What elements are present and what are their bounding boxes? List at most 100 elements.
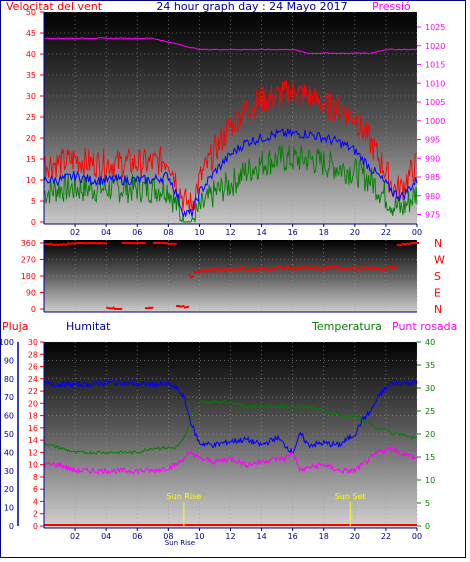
wind-y-tick-label: 40 (26, 50, 36, 59)
pressure-y-tick-label: 1000 (425, 117, 445, 126)
direction-point (190, 276, 193, 279)
direction-point (292, 266, 295, 269)
dewpoint-y-tick-label: 28 (28, 350, 38, 359)
wind-panel-axes: 0510152025303540455097598098599099510001… (26, 8, 446, 237)
direction-point (409, 242, 412, 245)
direction-point (407, 243, 410, 246)
direction-point (264, 267, 267, 270)
direction-point (261, 266, 264, 269)
direction-point (380, 268, 382, 271)
direction-point (117, 308, 120, 310)
x-tick-label: 08 (163, 532, 173, 541)
direction-point (218, 269, 221, 272)
direction-point (364, 266, 367, 269)
pressure-y-tick-label: 1025 (425, 23, 445, 32)
direction-point (227, 268, 230, 271)
humidity-y-tick-label: 0 (9, 522, 14, 531)
direction-point (212, 269, 215, 272)
direction-point (314, 268, 317, 271)
direction-point (297, 267, 300, 270)
direction-point (272, 269, 275, 271)
wind-y-tick-label: 5 (31, 197, 36, 206)
direction-point (135, 242, 138, 245)
direction-point (68, 242, 71, 245)
direction-point (277, 266, 280, 269)
direction-point (62, 243, 65, 246)
x-tick-label: 04 (101, 532, 111, 541)
direction-point (145, 307, 147, 310)
direction-point (176, 305, 179, 307)
direction-point (316, 266, 319, 269)
humidity-y-tick-label: 50 (4, 430, 14, 439)
temperature-y-tick-label: 15 (425, 453, 435, 462)
direction-point (140, 242, 143, 244)
direction-point (196, 270, 199, 273)
humidity-y-tick-label: 10 (4, 504, 14, 513)
x-tick-label: 00 (412, 228, 422, 237)
direction-point (390, 267, 393, 269)
direction-point (112, 306, 115, 309)
pressure-y-tick-label: 980 (425, 192, 440, 201)
direction-point (97, 242, 99, 245)
wind-pressure-panel: 0510152025303540455097598098599099510001… (26, 8, 446, 237)
direction-point (299, 266, 302, 269)
temperature-y-tick-label: 0 (425, 522, 430, 531)
x-tick-label: 04 (101, 228, 111, 237)
dewpoint-y-tick-label: 2 (33, 510, 38, 519)
direction-point (47, 243, 50, 246)
dewpoint-y-tick-label: 18 (28, 412, 38, 421)
direction-point (401, 242, 404, 245)
direction-point (283, 268, 286, 271)
rain-legend: Pluja (2, 320, 28, 333)
compass-label: S (434, 270, 441, 283)
direction-point (302, 267, 305, 270)
direction-point (366, 266, 368, 269)
direction-point (381, 269, 384, 271)
direction-point (334, 265, 337, 268)
sunrise-label: Sun Rise (167, 492, 202, 501)
direction-point (160, 242, 163, 244)
direction-panel-data (44, 242, 419, 310)
direction-point (307, 266, 310, 269)
humidity-y-tick-label: 20 (4, 485, 14, 494)
direction-point (311, 267, 314, 270)
x-tick-label: 10 (194, 532, 204, 541)
direction-point (236, 268, 239, 271)
wind-y-tick-label: 35 (26, 71, 36, 80)
direction-point (395, 265, 398, 268)
direction-point (146, 307, 149, 310)
direction-point (257, 267, 260, 270)
direction-point (226, 268, 229, 271)
temperature-y-tick-label: 5 (425, 499, 430, 508)
direction-point (268, 268, 270, 271)
wind-y-tick-label: 0 (31, 218, 36, 227)
direction-point (199, 268, 202, 271)
direction-point (385, 266, 388, 269)
direction-point (187, 305, 190, 308)
direction-point (169, 243, 172, 246)
direction-point (305, 266, 308, 269)
direction-point (271, 266, 274, 269)
humidity-y-tick-label: 80 (4, 375, 14, 384)
direction-point (106, 306, 109, 309)
direction-point (323, 267, 326, 270)
direction-point (163, 242, 166, 244)
direction-point (204, 268, 207, 271)
direction-point (370, 268, 373, 271)
direction-point (303, 266, 306, 269)
direction-point (104, 242, 107, 244)
x-tick-label: 22 (381, 228, 391, 237)
pressure-line (43, 37, 418, 55)
direction-point (344, 267, 347, 270)
direction-y-tick-label: 0 (31, 305, 36, 314)
direction-point (369, 266, 372, 269)
direction-point (221, 269, 224, 272)
direction-point (238, 268, 241, 271)
direction-point (111, 307, 113, 310)
direction-point (415, 242, 418, 244)
x-tick-label: 16 (288, 228, 298, 237)
direction-point (61, 243, 64, 246)
wind-avg-line (43, 127, 418, 218)
